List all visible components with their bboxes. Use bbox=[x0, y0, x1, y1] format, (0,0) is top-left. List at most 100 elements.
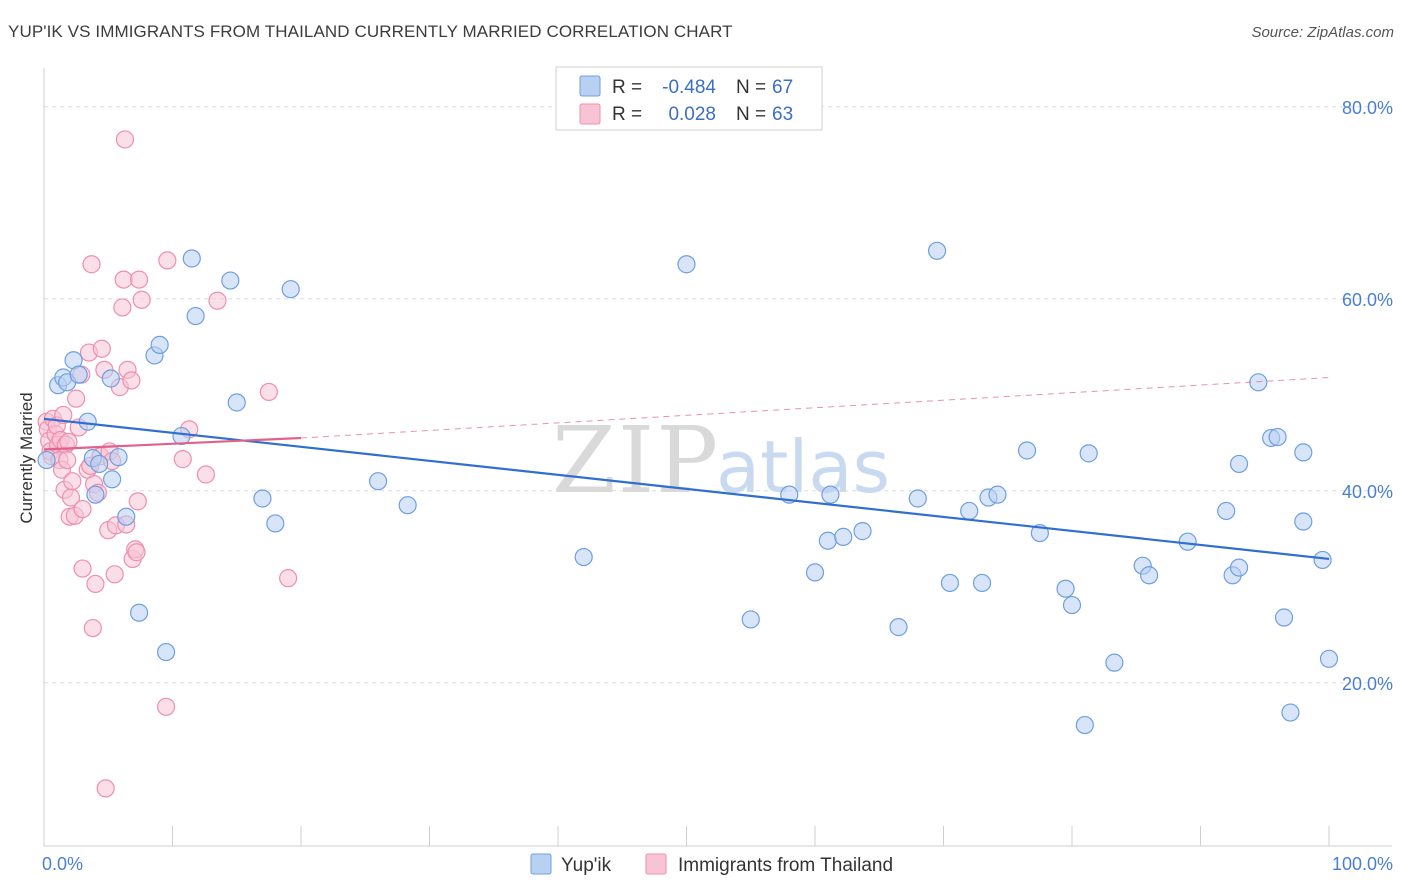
yupik-point-6 bbox=[78, 412, 97, 431]
yupik-point-57 bbox=[1229, 558, 1249, 577]
thailand-point-56 bbox=[156, 697, 176, 716]
yupik-point-24 bbox=[266, 514, 285, 533]
yupik-point-35 bbox=[834, 527, 853, 546]
yupik-point-38 bbox=[908, 489, 927, 508]
gridlines bbox=[44, 106, 1392, 684]
yupik-point-25 bbox=[281, 280, 300, 299]
yupik-point-21 bbox=[221, 271, 240, 290]
watermark-atlas: atlas bbox=[716, 425, 890, 509]
legend-r-label-1: R = bbox=[612, 77, 642, 98]
legend-swatch-blue bbox=[579, 75, 601, 97]
yupik-point-51 bbox=[1105, 653, 1124, 672]
yupik-point-58 bbox=[1229, 454, 1249, 474]
yupik-point-61 bbox=[1268, 427, 1287, 447]
yupik-point-13 bbox=[117, 507, 136, 526]
yupik-point-37 bbox=[889, 618, 908, 637]
thailand-point-53 bbox=[128, 492, 147, 511]
thailand-point-55 bbox=[132, 290, 151, 309]
yupik-point-33 bbox=[818, 531, 837, 550]
thailand-point-29 bbox=[82, 255, 101, 274]
yupik-point-64 bbox=[1294, 443, 1313, 462]
yupik-point-41 bbox=[960, 501, 979, 521]
series-yupik-points bbox=[37, 241, 1339, 735]
yupik-point-45 bbox=[1017, 441, 1037, 460]
yupik-point-26 bbox=[369, 472, 388, 491]
legend-r-value-2: 0.028 bbox=[668, 104, 716, 125]
yupik-point-32 bbox=[805, 563, 825, 582]
thailand-point-61 bbox=[208, 291, 227, 310]
thailand-point-46 bbox=[115, 130, 135, 149]
x-tick-label-0: 0.0% bbox=[42, 854, 83, 874]
yupik-point-23 bbox=[253, 489, 272, 508]
legend-swatch-pink bbox=[579, 103, 601, 125]
yupik-point-67 bbox=[1319, 649, 1339, 668]
yupik-point-0 bbox=[37, 450, 56, 470]
thailand-point-35 bbox=[92, 339, 111, 358]
yupik-point-10 bbox=[101, 369, 120, 388]
y-tick-label-20: 20.0% bbox=[1342, 674, 1393, 694]
yupik-point-16 bbox=[150, 335, 169, 354]
thailand-point-19 bbox=[63, 472, 82, 491]
y-tick-label-40: 40.0% bbox=[1342, 482, 1393, 502]
yupik-point-34 bbox=[821, 485, 840, 504]
legend-label-yupik: Yup'ik bbox=[561, 855, 612, 876]
yupik-point-54 bbox=[1178, 532, 1197, 551]
x-tick-labels: 0.0% 100.0% bbox=[42, 854, 1393, 874]
legend-r-label-2: R = bbox=[612, 104, 642, 125]
thailand-point-44 bbox=[113, 298, 132, 317]
y-axis-label: Currently Married bbox=[17, 392, 36, 523]
legend-label-thailand: Immigrants from Thailand bbox=[678, 855, 893, 876]
thailand-point-32 bbox=[86, 574, 105, 594]
thailand-point-45 bbox=[114, 270, 133, 289]
blue-trend-line bbox=[43, 417, 1330, 561]
x-tick-label-100: 100.0% bbox=[1332, 854, 1393, 874]
yupik-point-11 bbox=[103, 470, 122, 489]
yupik-point-62 bbox=[1274, 608, 1294, 627]
watermark-zip: ZIP bbox=[552, 407, 720, 514]
yupik-point-20 bbox=[186, 306, 205, 326]
yupik-point-40 bbox=[940, 573, 960, 593]
yupik-point-63 bbox=[1281, 703, 1300, 722]
thailand-point-63 bbox=[279, 569, 298, 588]
yupik-point-55 bbox=[1217, 501, 1236, 521]
yupik-point-17 bbox=[156, 642, 176, 662]
legend-swatch-thailand bbox=[645, 853, 667, 875]
legend-n-label-2: N = bbox=[736, 104, 766, 125]
pink-trend-dashed bbox=[300, 377, 1330, 439]
thailand-point-30 bbox=[83, 618, 102, 638]
thailand-point-62 bbox=[259, 382, 278, 402]
yupik-point-12 bbox=[109, 448, 128, 467]
yupik-point-28 bbox=[574, 547, 593, 567]
legend-r-value-1: -0.484 bbox=[662, 77, 716, 98]
yupik-point-39 bbox=[927, 241, 947, 260]
series-thailand-points bbox=[37, 130, 298, 798]
thailand-point-25 bbox=[73, 559, 92, 578]
yupik-point-53 bbox=[1139, 566, 1159, 585]
trend-lines bbox=[43, 377, 1330, 561]
thailand-point-49 bbox=[122, 371, 141, 390]
yupik-point-66 bbox=[1313, 550, 1332, 570]
yupik-point-42 bbox=[972, 573, 992, 593]
pink-trend-line bbox=[43, 436, 302, 451]
y-tick-label-80: 80.0% bbox=[1342, 98, 1393, 118]
yupik-point-47 bbox=[1056, 579, 1075, 598]
watermark: ZIP atlas bbox=[552, 407, 890, 514]
thailand-point-54 bbox=[129, 270, 149, 289]
yupik-point-8 bbox=[86, 485, 105, 504]
y-tick-label-60: 60.0% bbox=[1342, 290, 1393, 310]
yupik-point-44 bbox=[988, 485, 1007, 504]
yupik-point-65 bbox=[1294, 512, 1313, 531]
yupik-point-18 bbox=[172, 426, 191, 446]
correlation-legend: R = -0.484 N = 67 R = 0.028 N = 63 bbox=[555, 66, 823, 131]
yupik-point-50 bbox=[1079, 444, 1098, 463]
y-tick-labels: 20.0% 40.0% 60.0% 80.0% bbox=[1342, 98, 1393, 694]
legend-n-value-2: 63 bbox=[772, 104, 793, 125]
yupik-point-14 bbox=[129, 603, 149, 622]
thailand-point-58 bbox=[173, 450, 192, 469]
thailand-point-52 bbox=[127, 543, 146, 562]
thailand-point-57 bbox=[158, 251, 177, 270]
thailand-point-15 bbox=[58, 450, 77, 470]
thailand-point-41 bbox=[105, 565, 124, 584]
thailand-point-21 bbox=[67, 389, 86, 408]
yupik-point-49 bbox=[1075, 715, 1094, 735]
